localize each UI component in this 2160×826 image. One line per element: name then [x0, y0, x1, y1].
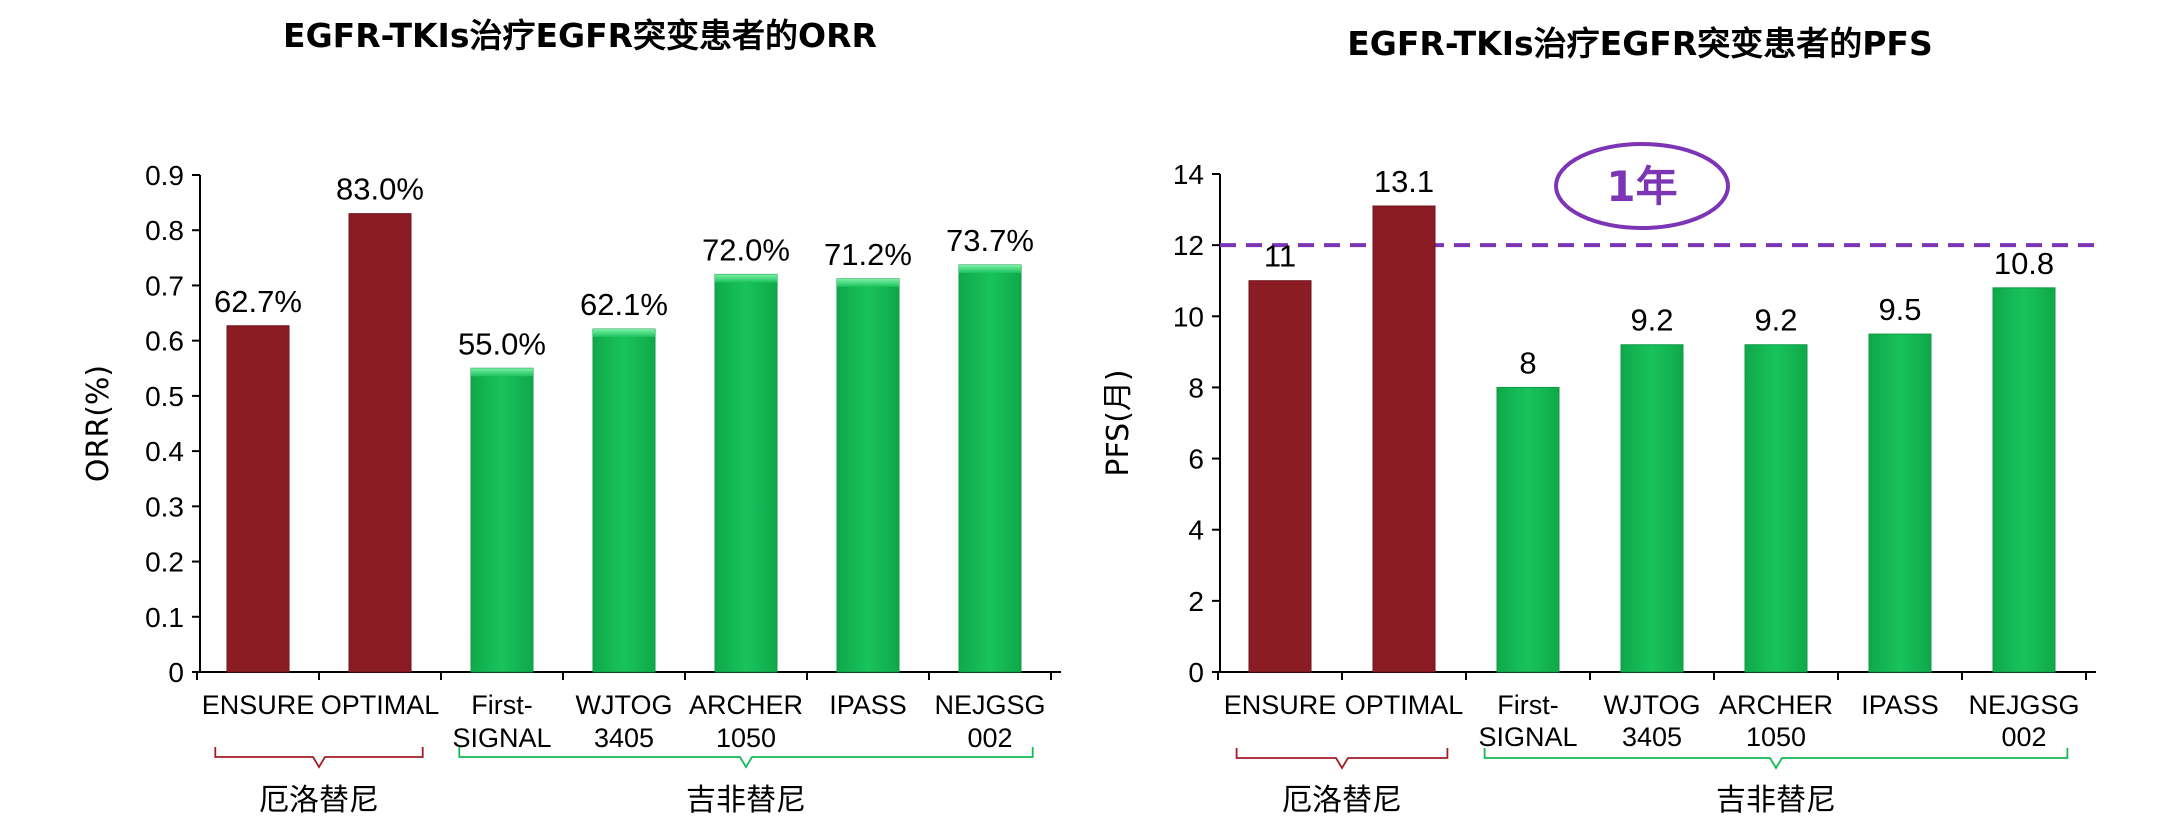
- group-bracket: [214, 747, 424, 769]
- bar: [1744, 344, 1808, 673]
- reference-annotation-ellipse: [1554, 142, 1730, 230]
- bar: [1868, 333, 1932, 673]
- category-label: NEJGSG: [934, 690, 1045, 720]
- category-label: 002: [2001, 722, 2046, 752]
- data-label: 55.0%: [458, 326, 546, 361]
- category-label: SIGNAL: [452, 723, 551, 753]
- y-tick-label: 6: [1188, 444, 1204, 475]
- category-label: ENSURE: [1224, 690, 1337, 720]
- bar-highlight: [837, 278, 899, 287]
- data-label: 83.0%: [336, 172, 424, 207]
- y-tick-label: 0: [1188, 657, 1204, 688]
- y-tick-label: 0.1: [145, 602, 184, 633]
- pfs-chart: EGFR-TKIs治疗EGFR突变患者的PFS PFS(月) 0 2 4 6 8 10 12 14…: [1101, 24, 2100, 818]
- category-label: OPTIMAL: [1345, 690, 1464, 720]
- bar: [470, 367, 534, 673]
- data-label: 11: [1264, 239, 1296, 274]
- group-bracket: [458, 747, 1034, 769]
- y-tick-label: 12: [1173, 230, 1204, 261]
- data-label: 9.2: [1630, 303, 1673, 338]
- category-label: IPASS: [1861, 690, 1939, 720]
- bar: [1248, 280, 1312, 673]
- data-label: 10.8: [1994, 246, 2054, 281]
- category-label: ENSURE: [202, 690, 315, 720]
- category-label: OPTIMAL: [321, 690, 440, 720]
- data-label: 8: [1519, 345, 1536, 380]
- category-label: First-: [1497, 690, 1558, 720]
- category-label: First-: [471, 690, 532, 720]
- category-label: IPASS: [829, 690, 907, 720]
- bar: [1496, 386, 1560, 673]
- category-label: 3405: [594, 723, 654, 753]
- category-label: WJTOG: [576, 690, 673, 720]
- bar: [714, 273, 778, 673]
- reference-annotation-label: 1年: [1606, 162, 1677, 211]
- data-label: 73.7%: [946, 223, 1034, 258]
- bar: [226, 325, 290, 673]
- data-label: 9.2: [1754, 303, 1797, 338]
- group-bracket: [1235, 748, 1449, 770]
- data-label: 62.7%: [214, 284, 302, 319]
- y-axis-label: PFS(月): [1101, 369, 1136, 476]
- category-label: 3405: [1622, 722, 1682, 752]
- y-tick-label: 0.6: [145, 326, 184, 357]
- group-label: 吉非替尼: [686, 783, 806, 818]
- y-axis-label: ORR(%): [81, 365, 116, 482]
- category-label: SIGNAL: [1478, 722, 1577, 752]
- orr-chart: EGFR-TKIs治疗EGFR突变患者的ORR ORR(%) 0 0.1 0.2 0.3 0…: [81, 16, 1061, 818]
- chart-title: EGFR-TKIs治疗EGFR突变患者的ORR: [283, 16, 877, 55]
- y-tick-label: 4: [1188, 515, 1204, 546]
- category-label: WJTOG: [1604, 690, 1701, 720]
- bar-highlight: [471, 368, 533, 377]
- bar: [348, 213, 412, 673]
- category-label: 1050: [1746, 722, 1806, 752]
- y-tick-label: 10: [1173, 301, 1204, 332]
- bar: [1372, 205, 1436, 673]
- category-label: ARCHER: [689, 690, 803, 720]
- data-label: 62.1%: [580, 287, 668, 322]
- bar: [958, 264, 1022, 673]
- y-tick-label: 0.2: [145, 547, 184, 578]
- bar: [836, 278, 900, 673]
- bar-highlight: [959, 265, 1021, 274]
- group-bracket: [1483, 748, 2069, 770]
- group-label: 吉非替尼: [1716, 783, 1836, 818]
- bar: [1992, 287, 2056, 673]
- bar-highlight: [715, 274, 777, 283]
- category-label: 002: [967, 723, 1012, 753]
- group-label: 厄洛替尼: [259, 783, 379, 818]
- bar: [592, 328, 656, 673]
- y-tick-label: 8: [1188, 372, 1204, 403]
- y-tick-label: 0.7: [145, 270, 184, 301]
- y-tick-label: 0.5: [145, 381, 184, 412]
- y-tick-label: 0.8: [145, 215, 184, 246]
- y-tick-label: 0.9: [145, 160, 184, 191]
- y-tick-label: 0.3: [145, 491, 184, 522]
- data-label: 13.1: [1374, 164, 1434, 199]
- y-tick-label: 0.4: [145, 436, 184, 467]
- category-label: 1050: [716, 723, 776, 753]
- bar-highlight: [593, 329, 655, 338]
- chart-title: EGFR-TKIs治疗EGFR突变患者的PFS: [1347, 24, 1933, 63]
- data-label: 71.2%: [824, 237, 912, 272]
- category-label: ARCHER: [1719, 690, 1833, 720]
- bar: [1620, 344, 1684, 673]
- category-label: NEJGSG: [1968, 690, 2079, 720]
- data-label: 9.5: [1878, 292, 1921, 327]
- data-label: 72.0%: [702, 232, 790, 267]
- y-tick-label: 2: [1188, 586, 1204, 617]
- y-tick-label: 0: [168, 657, 184, 688]
- group-label: 厄洛替尼: [1282, 783, 1402, 818]
- y-tick-label: 14: [1173, 159, 1204, 190]
